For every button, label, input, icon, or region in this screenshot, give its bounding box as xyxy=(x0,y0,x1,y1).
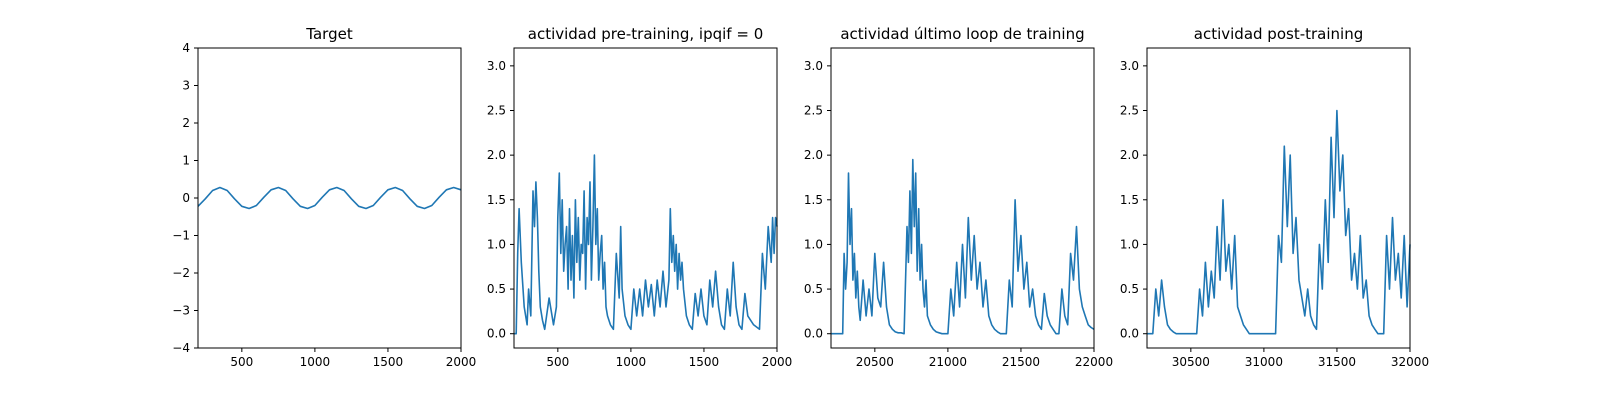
y-tick-label: 0 xyxy=(182,191,190,205)
y-tick-label: 0.5 xyxy=(1120,282,1139,296)
y-tick-label: 0.5 xyxy=(487,282,506,296)
y-tick-label: 4 xyxy=(182,41,190,55)
y-tick-label: 2.5 xyxy=(1120,104,1139,118)
panel-title: actividad post-training xyxy=(1194,25,1363,43)
y-tick-label: 2.5 xyxy=(487,104,506,118)
panel-pre-training: actividad pre-training, ipqif = 0 500 100… xyxy=(487,25,792,369)
x-tick-label: 500 xyxy=(546,355,569,369)
y-tick-label: −4 xyxy=(172,341,190,355)
y-tick-label: 2.0 xyxy=(804,148,823,162)
axes-frame xyxy=(830,47,1095,349)
series-line xyxy=(1147,109,1411,335)
y-tick-label: 2.0 xyxy=(487,148,506,162)
y-tick-label: 1.0 xyxy=(487,237,506,251)
y-tick-label: 2 xyxy=(182,116,190,130)
x-tick-label: 2000 xyxy=(762,355,793,369)
y-tick-label: 0.5 xyxy=(804,282,823,296)
x-tick-label: 21000 xyxy=(929,355,967,369)
panel-target: Target 500 1000 1500 2000 −4 −3 −2 −1 0 1 2 3 4 xyxy=(172,25,476,369)
x-tick-label: 32000 xyxy=(1391,355,1429,369)
y-tick-label: 2.0 xyxy=(1120,148,1139,162)
y-tick-label: 1.0 xyxy=(804,237,823,251)
panel-title: actividad último loop de training xyxy=(840,25,1084,43)
y-tick-label: 1.5 xyxy=(804,193,823,207)
y-tick-label: 3.0 xyxy=(487,59,506,73)
panel-post-training: actividad post-training 30500 31000 31500 3… xyxy=(1120,25,1429,369)
x-tick-label: 1500 xyxy=(689,355,720,369)
x-tick-label: 20500 xyxy=(856,355,894,369)
y-tick-label: 3.0 xyxy=(1120,59,1139,73)
y-tick-label: −1 xyxy=(172,229,190,243)
y-tick-label: −2 xyxy=(172,266,190,280)
y-tick-label: 1.5 xyxy=(487,193,506,207)
axis-ticks: 500 1000 1500 2000 −4 −3 −2 −1 0 1 2 3 4 xyxy=(172,41,476,369)
axes-frame xyxy=(197,47,462,349)
x-tick-label: 31500 xyxy=(1318,355,1356,369)
y-tick-label: 2.5 xyxy=(804,104,823,118)
plot-area xyxy=(1147,109,1411,335)
x-tick-label: 2000 xyxy=(446,355,477,369)
plot-area xyxy=(197,186,462,210)
plot-area xyxy=(514,154,778,335)
axis-ticks: 20500 21000 21500 22000 0.0 0.5 1.0 1.5 2.0 2.5 3.… xyxy=(804,59,1113,369)
series-line xyxy=(197,186,462,210)
x-tick-label: 22000 xyxy=(1075,355,1113,369)
panel-last-training-loop: actividad último loop de training 20500 2… xyxy=(804,25,1113,369)
axes-frame xyxy=(513,47,778,349)
y-tick-label: 0.0 xyxy=(804,327,823,341)
x-tick-label: 30500 xyxy=(1172,355,1210,369)
x-tick-label: 500 xyxy=(230,355,253,369)
axis-ticks: 500 1000 1500 2000 0.0 0.5 1.0 1.5 2.0 2.5 3.0 xyxy=(487,59,792,369)
axis-ticks: 30500 31000 31500 32000 0.0 0.5 1.0 1.5 2.0 2.5 3.… xyxy=(1120,59,1429,369)
y-tick-label: 1.0 xyxy=(1120,237,1139,251)
plot-area xyxy=(831,158,1095,335)
series-line xyxy=(831,158,1095,335)
y-tick-label: 3.0 xyxy=(804,59,823,73)
series-line xyxy=(514,154,778,335)
x-tick-label: 1000 xyxy=(300,355,331,369)
panel-title: actividad pre-training, ipqif = 0 xyxy=(528,25,764,43)
x-tick-label: 1000 xyxy=(616,355,647,369)
y-tick-label: 0.0 xyxy=(487,327,506,341)
panel-title: Target xyxy=(305,25,353,43)
x-tick-label: 31000 xyxy=(1245,355,1283,369)
y-tick-label: 1.5 xyxy=(1120,193,1139,207)
x-tick-label: 21500 xyxy=(1002,355,1040,369)
y-tick-label: 3 xyxy=(182,79,190,93)
y-tick-label: 1 xyxy=(182,154,190,168)
y-tick-label: −3 xyxy=(172,304,190,318)
y-tick-label: 0.0 xyxy=(1120,327,1139,341)
axes-frame xyxy=(1146,47,1411,349)
x-tick-label: 1500 xyxy=(373,355,404,369)
